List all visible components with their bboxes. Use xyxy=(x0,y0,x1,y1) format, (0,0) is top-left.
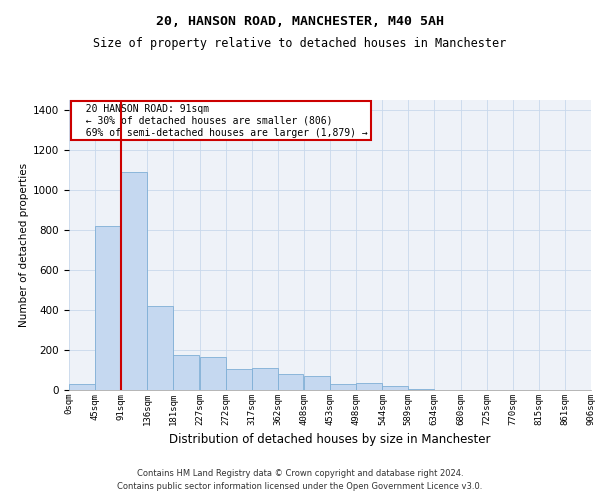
Bar xyxy=(278,374,304,390)
Text: Size of property relative to detached houses in Manchester: Size of property relative to detached ho… xyxy=(94,38,506,51)
Bar xyxy=(226,369,251,390)
Bar xyxy=(409,389,434,390)
Text: 20, HANSON ROAD, MANCHESTER, M40 5AH: 20, HANSON ROAD, MANCHESTER, M40 5AH xyxy=(156,15,444,28)
Text: Contains HM Land Registry data © Crown copyright and database right 2024.: Contains HM Land Registry data © Crown c… xyxy=(137,468,463,477)
X-axis label: Distribution of detached houses by size in Manchester: Distribution of detached houses by size … xyxy=(169,434,491,446)
Bar xyxy=(200,357,226,390)
Bar xyxy=(121,172,148,390)
Bar xyxy=(356,383,382,390)
Y-axis label: Number of detached properties: Number of detached properties xyxy=(19,163,29,327)
Bar xyxy=(173,355,199,390)
Text: 20 HANSON ROAD: 91sqm
  ← 30% of detached houses are smaller (806)
  69% of semi: 20 HANSON ROAD: 91sqm ← 30% of detached … xyxy=(74,104,368,138)
Bar xyxy=(382,386,409,390)
Bar xyxy=(251,368,278,390)
Bar xyxy=(148,306,173,390)
Bar xyxy=(95,226,121,390)
Bar xyxy=(69,384,95,390)
Bar xyxy=(304,376,330,390)
Bar xyxy=(330,384,356,390)
Text: Contains public sector information licensed under the Open Government Licence v3: Contains public sector information licen… xyxy=(118,482,482,491)
